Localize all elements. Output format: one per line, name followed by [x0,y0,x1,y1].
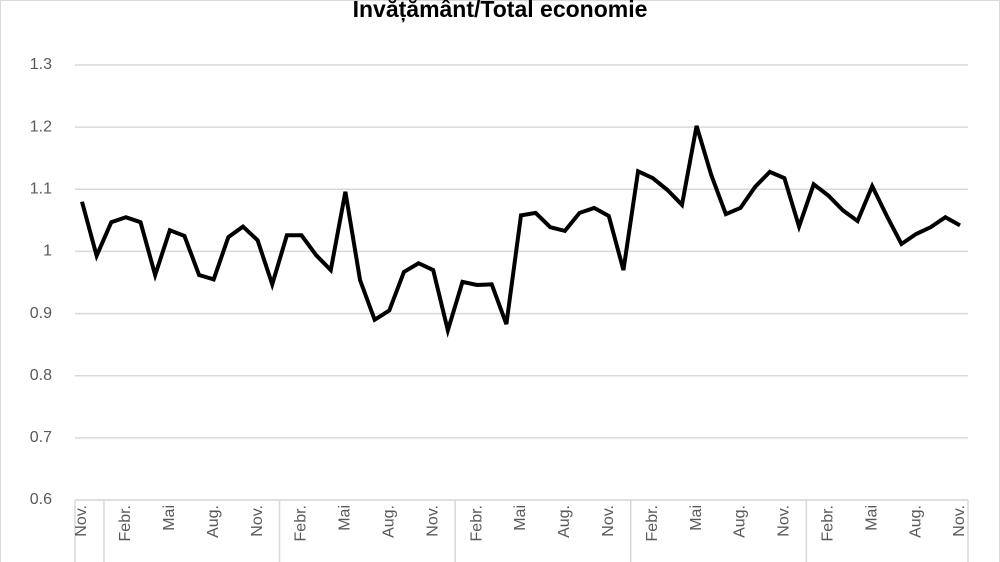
x-tick-label: Mai [688,505,705,531]
y-tick-label: 1.2 [30,118,52,135]
x-tick-label: Nov. [249,505,266,537]
x-tick-label: Aug. [732,505,749,538]
x-tick-label: Mai [512,505,529,531]
y-tick-label: 0.8 [30,367,52,384]
x-tick-label: Mai [161,505,178,531]
x-tick-label: Nov. [951,505,968,537]
x-tick-label: Aug. [556,505,573,538]
data-line [80,125,961,338]
x-tick-label: Aug. [205,505,222,538]
y-tick-label: 0.7 [30,429,52,446]
x-tick-label: Febr. [117,505,134,541]
y-tick-label: 0.9 [30,305,52,322]
x-tick-label: Mai [337,505,354,531]
x-tick-label: Nov. [600,505,617,537]
y-tick-label: 1.3 [30,56,52,73]
x-tick-label: Febr. [820,505,837,541]
x-tick-label: Nov. [73,505,90,537]
x-tick-label: Febr. [468,505,485,541]
y-tick-label: 1 [43,243,52,260]
x-tick-label: Nov. [776,505,793,537]
x-tick-label: Febr. [644,505,661,541]
y-tick-label: 1.1 [30,181,52,198]
y-tick-label: 0.6 [30,491,52,508]
x-tick-label: Mai [863,505,880,531]
x-tick-label: Aug. [381,505,398,538]
x-tick-label: Nov. [424,505,441,537]
x-tick-label: Aug. [907,505,924,538]
x-tick-label: Febr. [293,505,310,541]
chart-title: Învățământ/Total economie [352,0,648,23]
